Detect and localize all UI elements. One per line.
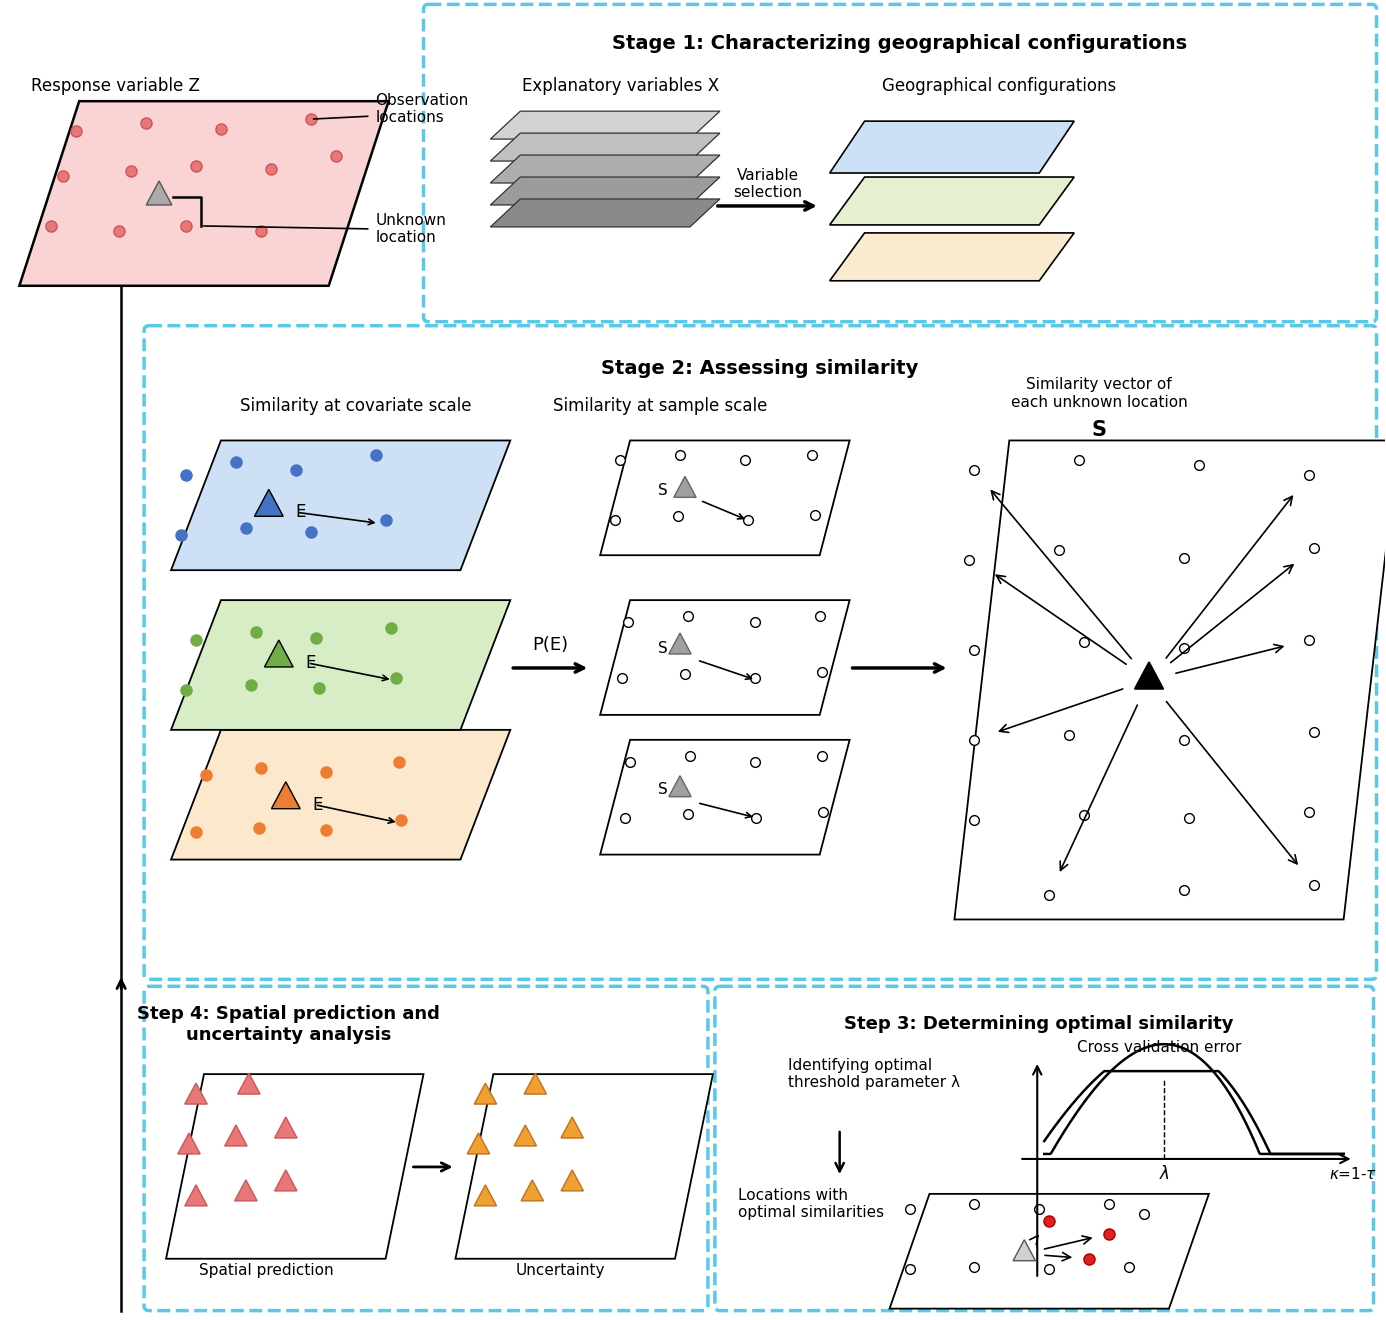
Polygon shape (274, 1117, 297, 1138)
Polygon shape (255, 490, 283, 516)
Polygon shape (491, 154, 719, 183)
Polygon shape (669, 776, 692, 797)
Text: Unknown
location: Unknown location (376, 213, 446, 246)
Text: Similarity at covariate scale: Similarity at covariate scale (240, 396, 471, 414)
Text: Step 3: Determining optimal similarity: Step 3: Determining optimal similarity (844, 1015, 1234, 1034)
Text: Explanatory variables X: Explanatory variables X (521, 77, 719, 95)
Polygon shape (19, 102, 388, 286)
Polygon shape (170, 601, 510, 730)
Polygon shape (830, 177, 1074, 224)
Polygon shape (234, 1180, 256, 1201)
Text: E: E (295, 503, 306, 521)
Polygon shape (238, 1073, 261, 1094)
Text: $\kappa$=1-$\tau$: $\kappa$=1-$\tau$ (1329, 1166, 1378, 1181)
Polygon shape (1013, 1239, 1035, 1261)
Polygon shape (491, 111, 719, 139)
Polygon shape (669, 634, 692, 653)
Polygon shape (184, 1084, 207, 1104)
Polygon shape (177, 1133, 200, 1154)
Text: Spatial prediction: Spatial prediction (198, 1263, 333, 1278)
Text: Similarity vector of
each unknown location: Similarity vector of each unknown locati… (1010, 378, 1188, 409)
Polygon shape (890, 1193, 1209, 1308)
Polygon shape (147, 181, 172, 205)
Polygon shape (491, 199, 719, 227)
Polygon shape (830, 121, 1074, 173)
Polygon shape (524, 1073, 546, 1094)
Polygon shape (474, 1084, 496, 1104)
Text: E: E (313, 796, 323, 813)
Polygon shape (474, 1185, 496, 1206)
Polygon shape (170, 730, 510, 859)
Text: S: S (658, 483, 668, 498)
Polygon shape (272, 781, 301, 809)
Polygon shape (600, 601, 850, 715)
Polygon shape (514, 1125, 536, 1146)
Polygon shape (225, 1125, 247, 1146)
Text: S: S (658, 783, 668, 797)
Text: Stage 1: Characterizing geographical configurations: Stage 1: Characterizing geographical con… (613, 34, 1186, 53)
Polygon shape (491, 133, 719, 161)
Text: Locations with
optimal similarities: Locations with optimal similarities (737, 1188, 884, 1220)
Text: $\lambda$: $\lambda$ (1159, 1166, 1170, 1183)
Text: Response variable Z: Response variable Z (32, 77, 200, 95)
Polygon shape (184, 1185, 207, 1206)
Polygon shape (561, 1117, 584, 1138)
Polygon shape (600, 739, 850, 854)
Text: Step 4: Spatial prediction and
uncertainty analysis: Step 4: Spatial prediction and uncertain… (137, 1005, 441, 1044)
Text: Geographical configurations: Geographical configurations (883, 77, 1117, 95)
Text: Cross validation error: Cross validation error (1077, 1040, 1242, 1055)
Text: Identifying optimal
threshold parameter λ: Identifying optimal threshold parameter … (787, 1057, 959, 1090)
Polygon shape (1135, 663, 1163, 689)
Polygon shape (491, 177, 719, 205)
Polygon shape (561, 1170, 584, 1191)
Text: E: E (306, 653, 316, 672)
Polygon shape (265, 640, 294, 667)
Text: S: S (1092, 421, 1106, 441)
Polygon shape (830, 232, 1074, 281)
Polygon shape (456, 1074, 712, 1259)
Text: S: S (658, 640, 668, 656)
Text: P(E): P(E) (532, 636, 568, 653)
Polygon shape (467, 1133, 489, 1154)
Text: Observation
locations: Observation locations (376, 92, 468, 125)
Text: Uncertainty: Uncertainty (516, 1263, 604, 1278)
Polygon shape (274, 1170, 297, 1191)
Polygon shape (166, 1074, 424, 1259)
Polygon shape (170, 441, 510, 570)
Polygon shape (674, 477, 696, 498)
Polygon shape (600, 441, 850, 556)
Text: Similarity at sample scale: Similarity at sample scale (553, 396, 768, 414)
Polygon shape (955, 441, 1386, 920)
Text: Variable
selection: Variable selection (733, 168, 802, 201)
Text: Stage 2: Assessing similarity: Stage 2: Assessing similarity (602, 359, 919, 378)
Polygon shape (521, 1180, 543, 1201)
